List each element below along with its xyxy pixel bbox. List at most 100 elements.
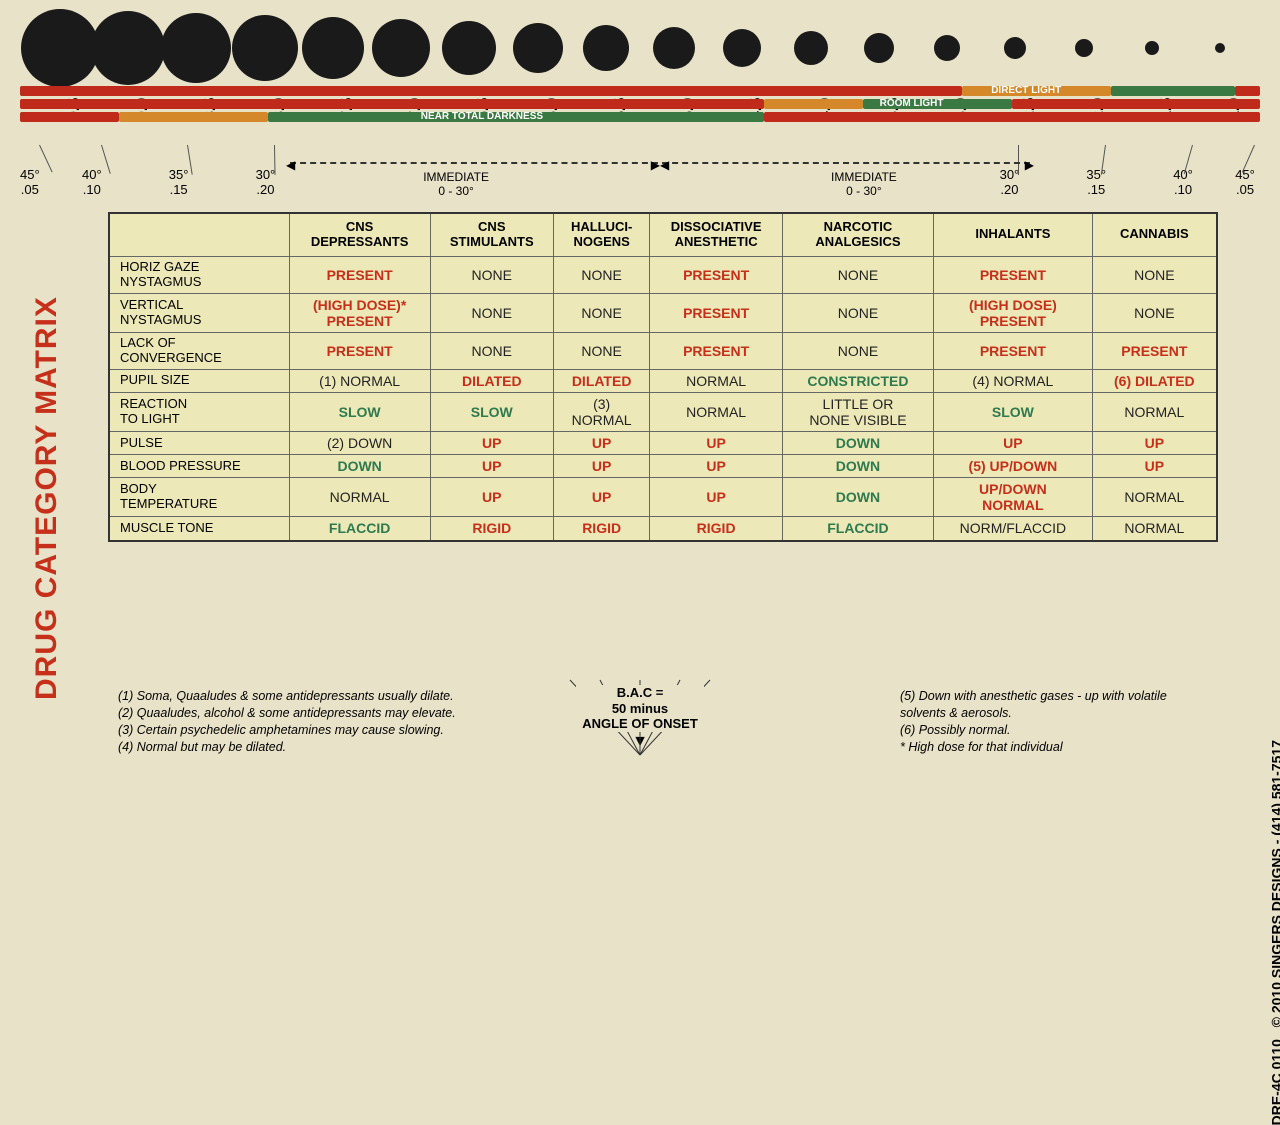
matrix-cell: LITTLE OR NONE VISIBLE bbox=[782, 392, 933, 431]
angle-label: 35°.15 bbox=[1086, 167, 1106, 197]
pupil-circle bbox=[161, 13, 231, 83]
row-header: PULSE bbox=[109, 432, 289, 455]
matrix-cell: NONE bbox=[553, 256, 650, 293]
pupil-circle bbox=[91, 11, 165, 85]
matrix-cell: (HIGH DOSE) PRESENT bbox=[934, 293, 1093, 332]
matrix-cell: UP bbox=[650, 432, 782, 455]
pupil-circle bbox=[372, 19, 430, 77]
pupil-circle bbox=[794, 31, 828, 65]
band-label-direct: DIRECT LIGHT bbox=[987, 85, 1065, 96]
light-band-segment bbox=[764, 112, 1260, 122]
matrix-cell: NORMAL bbox=[1092, 478, 1217, 517]
band-label-dark: NEAR TOTAL DARKNESS bbox=[417, 111, 547, 122]
matrix-cell: UP bbox=[934, 432, 1093, 455]
row-header: PUPIL SIZE bbox=[109, 369, 289, 392]
matrix-cell: NORMAL bbox=[1092, 392, 1217, 431]
matrix-cell: UP bbox=[553, 432, 650, 455]
copyright-text: DRE-4C 0110 © 2010 SINGERS DESIGNS - (41… bbox=[1268, 740, 1280, 1125]
matrix-cell: RIGID bbox=[650, 517, 782, 541]
footnote: (3) Certain psychedelic amphetamines may… bbox=[118, 722, 548, 739]
matrix-cell: UP bbox=[430, 455, 553, 478]
matrix-cell: UP bbox=[650, 455, 782, 478]
pupil-circle bbox=[1215, 43, 1225, 53]
angle-label: 45°.05 bbox=[1235, 167, 1255, 197]
row-header: HORIZ GAZE NYSTAGMUS bbox=[109, 256, 289, 293]
onset-right-label: IMMEDIATE 0 - 30° bbox=[831, 170, 897, 198]
matrix-cell: NONE bbox=[430, 256, 553, 293]
table-row: PULSE(2) DOWNUPUPUPDOWNUPUP bbox=[109, 432, 1217, 455]
matrix-cell: NONE bbox=[782, 256, 933, 293]
col-header: HALLUCI- NOGENS bbox=[553, 213, 650, 256]
table-row: PUPIL SIZE(1) NORMALDILATEDDILATEDNORMAL… bbox=[109, 369, 1217, 392]
pupil-circle bbox=[1145, 41, 1159, 55]
matrix-cell: RIGID bbox=[553, 517, 650, 541]
matrix-cell: RIGID bbox=[430, 517, 553, 541]
pupil-circle bbox=[232, 15, 298, 81]
light-band-segment bbox=[1012, 99, 1260, 109]
footnote: (5) Down with anesthetic gases - up with… bbox=[900, 688, 1200, 722]
light-band-segment bbox=[764, 99, 863, 109]
table-row: REACTION TO LIGHTSLOWSLOW(3) NORMALNORMA… bbox=[109, 392, 1217, 431]
matrix-cell: PRESENT bbox=[650, 332, 782, 369]
matrix-cell: UP bbox=[553, 478, 650, 517]
matrix-cell: FLACCID bbox=[782, 517, 933, 541]
matrix-cell: NONE bbox=[430, 332, 553, 369]
matrix-cell: (3) NORMAL bbox=[553, 392, 650, 431]
matrix-cell: PRESENT bbox=[650, 256, 782, 293]
matrix-cell: NORM/FLACCID bbox=[934, 517, 1093, 541]
table-row: MUSCLE TONEFLACCIDRIGIDRIGIDRIGIDFLACCID… bbox=[109, 517, 1217, 541]
matrix-cell: NONE bbox=[782, 332, 933, 369]
col-header: CANNABIS bbox=[1092, 213, 1217, 256]
matrix-cell: CONSTRICTED bbox=[782, 369, 933, 392]
col-header-blank bbox=[109, 213, 289, 256]
row-header: BODY TEMPERATURE bbox=[109, 478, 289, 517]
matrix-cell: UP bbox=[1092, 455, 1217, 478]
pupil-circle bbox=[513, 23, 563, 73]
matrix-cell: (6) DILATED bbox=[1092, 369, 1217, 392]
row-header: LACK OF CONVERGENCE bbox=[109, 332, 289, 369]
matrix-cell: SLOW bbox=[289, 392, 430, 431]
matrix-cell: (5) UP/DOWN bbox=[934, 455, 1093, 478]
matrix-cell: UP/DOWN NORMAL bbox=[934, 478, 1093, 517]
row-header: BLOOD PRESSURE bbox=[109, 455, 289, 478]
matrix-cell: PRESENT bbox=[289, 332, 430, 369]
col-header: NARCOTIC ANALGESICS bbox=[782, 213, 933, 256]
matrix-cell: DOWN bbox=[782, 455, 933, 478]
matrix-cell: SLOW bbox=[430, 392, 553, 431]
matrix-cell: UP bbox=[430, 432, 553, 455]
pupil-circle bbox=[1075, 39, 1093, 57]
matrix-cell: DOWN bbox=[289, 455, 430, 478]
angle-label: 30°.20 bbox=[256, 167, 276, 197]
matrix-cell: UP bbox=[650, 478, 782, 517]
bac-formula: B.A.C = 50 minus ANGLE OF ONSET ▼ bbox=[550, 685, 730, 751]
pupil-circle bbox=[583, 25, 629, 71]
footnote: (1) Soma, Quaaludes & some antidepressan… bbox=[118, 688, 548, 705]
pupil-circle bbox=[653, 27, 695, 69]
light-band-segment bbox=[20, 86, 962, 96]
pupil-row: 9.59.08.58.07.57.06.56.05.55.04.54.03.53… bbox=[20, 8, 1260, 88]
light-band-segment bbox=[1111, 86, 1235, 96]
light-bands: DIRECT LIGHT ROOM LIGHT NEAR TOTAL DARKNES… bbox=[20, 86, 1260, 126]
matrix-cell: (1) NORMAL bbox=[289, 369, 430, 392]
pupil-circle bbox=[442, 21, 496, 75]
col-header: DISSOCIATIVE ANESTHETIC bbox=[650, 213, 782, 256]
matrix-cell: NORMAL bbox=[650, 392, 782, 431]
col-header: CNS DEPRESSANTS bbox=[289, 213, 430, 256]
footnotes-left: (1) Soma, Quaaludes & some antidepressan… bbox=[118, 688, 548, 756]
table-row: VERTICAL NYSTAGMUS(HIGH DOSE)* PRESENTNO… bbox=[109, 293, 1217, 332]
band-label-room: ROOM LIGHT bbox=[876, 98, 948, 109]
row-header: REACTION TO LIGHT bbox=[109, 392, 289, 431]
row-header: MUSCLE TONE bbox=[109, 517, 289, 541]
matrix-cell: NONE bbox=[1092, 293, 1217, 332]
matrix-cell: NONE bbox=[1092, 256, 1217, 293]
matrix-cell: NORMAL bbox=[650, 369, 782, 392]
matrix-cell: UP bbox=[553, 455, 650, 478]
col-header: INHALANTS bbox=[934, 213, 1093, 256]
footnote: (2) Quaaludes, alcohol & some antidepres… bbox=[118, 705, 548, 722]
light-band-segment bbox=[1235, 86, 1260, 96]
matrix-cell: UP bbox=[430, 478, 553, 517]
pupil-circle bbox=[723, 29, 761, 67]
matrix-cell: SLOW bbox=[934, 392, 1093, 431]
pupil-scale: 9.59.08.58.07.57.06.56.05.55.04.54.03.53… bbox=[20, 8, 1260, 138]
onset-indicator: ◀ ▶◀ ▶ IMMEDIATE 0 - 30° IMMEDIATE 0 - 3… bbox=[290, 162, 1030, 202]
